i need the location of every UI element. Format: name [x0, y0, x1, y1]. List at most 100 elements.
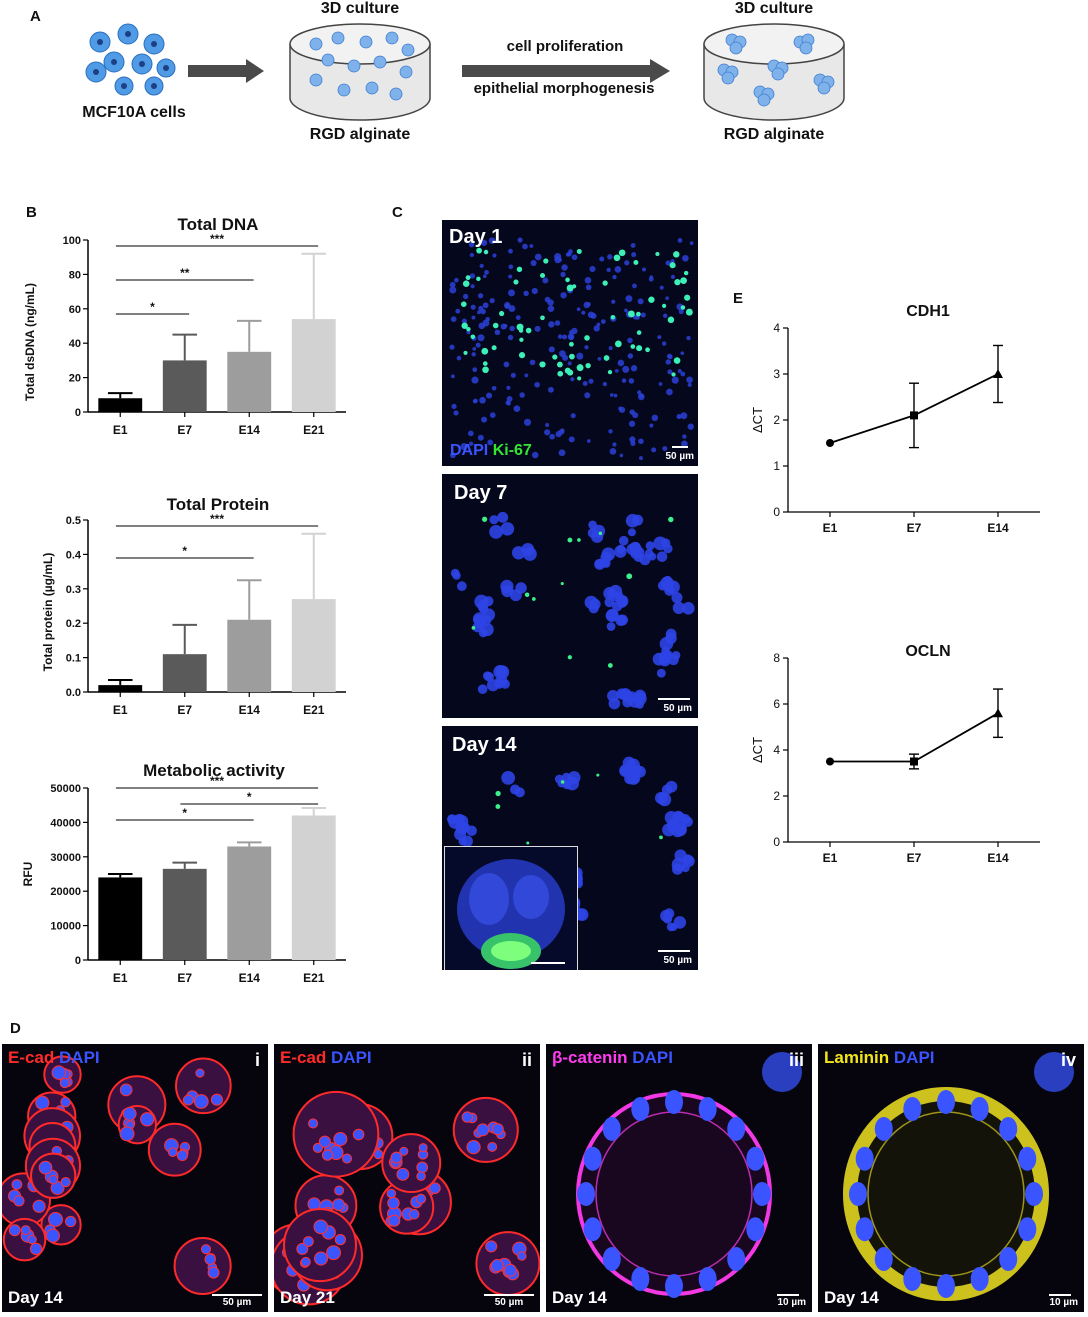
y-tick-label: 0 — [75, 407, 81, 419]
significance-label: *** — [210, 232, 224, 246]
cluster-nucleus — [671, 592, 683, 604]
nucleus — [560, 271, 566, 278]
nucleus — [638, 438, 644, 445]
nucleus — [570, 413, 576, 419]
nucleus — [450, 374, 455, 379]
ki67-spot — [668, 516, 674, 523]
ki67-nucleus — [461, 322, 468, 329]
nucleus — [657, 335, 662, 340]
scale-label: 50 µm — [665, 451, 694, 462]
nucleus — [687, 423, 694, 430]
nucleus — [515, 315, 521, 320]
if-image — [2, 1055, 232, 1296]
cluster-nucleus — [618, 595, 628, 604]
cluster-nucleus — [452, 571, 461, 580]
nucleus — [687, 382, 692, 388]
y-tick-label: 30000 — [50, 852, 81, 864]
cluster-nucleus — [489, 515, 499, 525]
nucleus — [334, 1233, 346, 1246]
y-tick-label: 40000 — [50, 817, 81, 829]
nucleus — [637, 298, 644, 305]
nucleus — [489, 297, 495, 304]
scale-bar: 50 µm — [484, 1294, 534, 1308]
nucleus — [482, 302, 489, 309]
nucleus — [682, 434, 687, 439]
nucleus — [651, 414, 659, 422]
nucleus — [560, 428, 565, 433]
y-axis-label: Total dsDNA (ng/mL) — [23, 283, 37, 401]
nucleus — [568, 436, 575, 443]
nucleus — [544, 296, 551, 303]
nucleus — [586, 302, 591, 307]
nucleus — [485, 1240, 498, 1253]
nucleus — [627, 337, 633, 344]
cluster-nucleus — [663, 544, 673, 554]
nucleus — [450, 316, 457, 323]
nucleus — [508, 274, 513, 279]
y-tick-label: 60 — [69, 304, 81, 316]
ki67-nucleus — [516, 323, 524, 331]
ki67-nucleus — [492, 322, 499, 329]
cluster-nucleus — [447, 814, 457, 825]
stain-legend: DAPI Ki-67 — [450, 442, 532, 460]
nucleus — [313, 1219, 329, 1235]
nucleus — [624, 260, 630, 266]
nucleus — [503, 361, 510, 368]
chart-total-protein: Total Protein Total protein (µg/mL) 0.0 0… — [41, 495, 346, 717]
x-tick-label: E1 — [113, 971, 128, 985]
nucleus — [449, 286, 457, 294]
ki67-nucleus — [674, 278, 681, 286]
nucleus — [558, 449, 566, 457]
y-tick-label: 50000 — [50, 783, 81, 795]
cluster-nucleus — [672, 601, 685, 614]
ki67-nucleus — [482, 366, 489, 374]
nucleus — [555, 431, 562, 438]
cluster-nucleus — [622, 756, 636, 770]
cluster-nucleus — [500, 579, 514, 594]
nucleus — [753, 1182, 771, 1206]
nucleus — [491, 1123, 504, 1136]
x-tick-label: E21 — [303, 971, 325, 985]
ki67-nucleus — [466, 326, 471, 332]
nucleus — [874, 1247, 893, 1272]
ki67-nucleus — [540, 272, 546, 278]
ki67-nucleus — [482, 361, 488, 366]
ki67-nucleus — [602, 280, 608, 286]
ki67-nucleus — [610, 314, 616, 320]
cluster-nucleus — [455, 821, 469, 835]
x-tick-label: E14 — [239, 971, 261, 985]
bar-e1 — [98, 685, 143, 692]
nucleus — [567, 361, 572, 366]
nucleus — [122, 1106, 137, 1121]
nucleus — [600, 319, 606, 324]
nucleus — [612, 274, 617, 280]
nucleus — [207, 1266, 220, 1279]
y-tick-label: 4 — [773, 321, 780, 335]
cluster-nucleus — [565, 776, 580, 791]
nucleus — [396, 1167, 410, 1181]
nucleus — [638, 456, 643, 461]
x-tick-label: E21 — [303, 423, 325, 437]
scale-bar — [672, 446, 688, 448]
nucleus — [584, 276, 592, 284]
nucleus — [341, 1153, 353, 1164]
ki67-spot — [471, 625, 476, 630]
nucleus — [312, 1142, 323, 1153]
nucleus — [606, 267, 611, 273]
nucleus — [1018, 1146, 1037, 1171]
nucleus — [565, 252, 570, 257]
chart-ocln: OCLN ΔCT 0 2 4 6 8 E1 E7 E14 — [750, 643, 1040, 865]
nucleus — [387, 1196, 400, 1210]
cluster-nucleus — [618, 535, 629, 546]
data-point — [910, 411, 918, 420]
nucleus — [548, 346, 555, 353]
y-tick-label: 40 — [69, 338, 81, 350]
cluster-nucleus — [584, 595, 598, 609]
nucleus — [608, 429, 613, 434]
nucleus — [477, 310, 482, 315]
nucleus — [662, 446, 668, 452]
nucleus — [503, 323, 508, 328]
ki67-nucleus — [614, 340, 622, 348]
ki67-nucleus — [584, 335, 590, 341]
nucleus — [612, 442, 617, 447]
